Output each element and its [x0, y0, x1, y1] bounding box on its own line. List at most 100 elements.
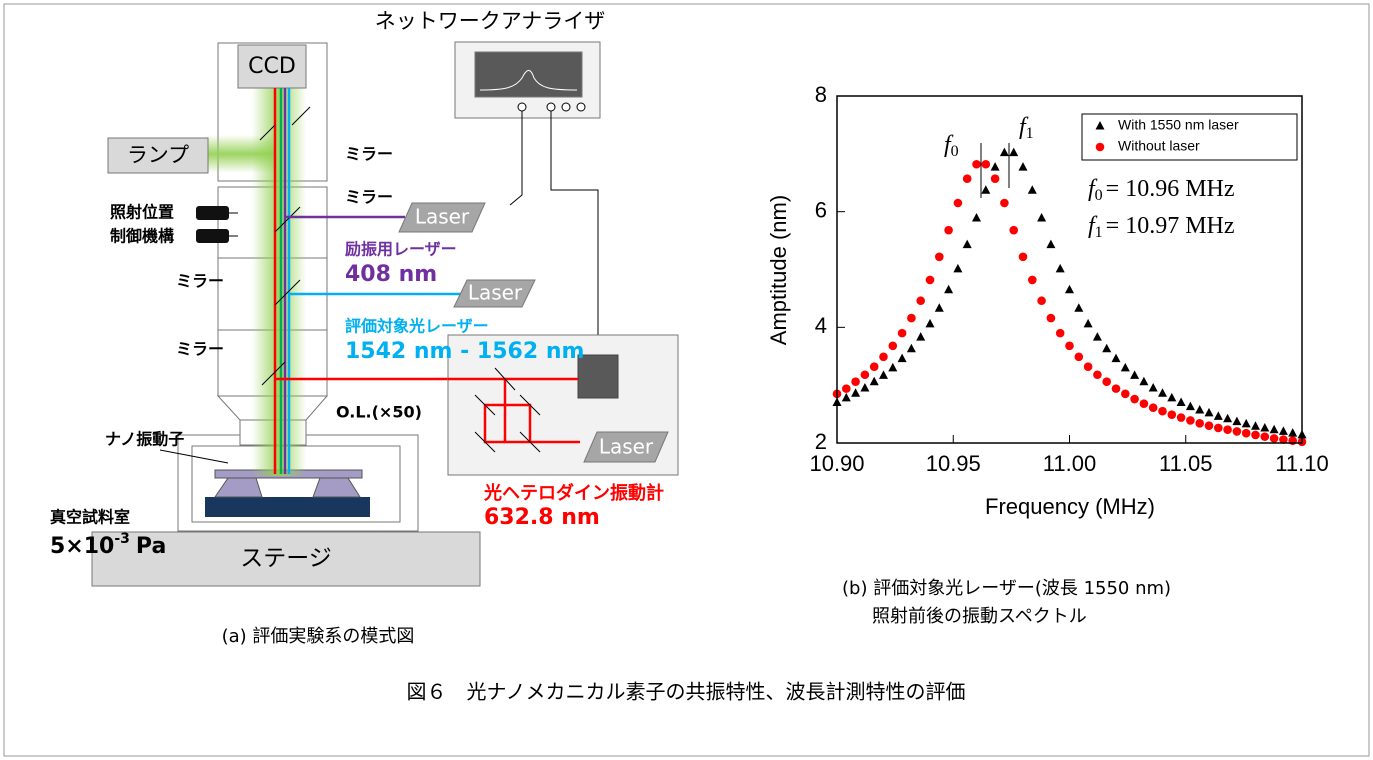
y-tick-label: 8 — [815, 82, 827, 107]
annotation-text: = 10.96 MHz — [1106, 176, 1235, 202]
marker-circle — [1037, 296, 1046, 305]
marker-triangle — [1112, 354, 1121, 363]
marker-triangle — [991, 162, 1000, 171]
annotation: f0= 10.96 MHz — [1088, 176, 1235, 204]
marker-triangle — [1046, 240, 1055, 249]
marker-triangle — [1214, 411, 1223, 420]
subscript: 1 — [1095, 224, 1103, 241]
legend-label: With 1550 nm laser — [1118, 117, 1239, 133]
marker-circle — [1112, 384, 1121, 393]
marker-circle — [954, 199, 963, 208]
marker-circle — [935, 252, 944, 261]
target-label: 評価対象光レーザー — [345, 317, 489, 336]
lamp-glow — [205, 135, 275, 173]
marker-triangle — [870, 377, 879, 386]
marker-triangle — [1000, 148, 1009, 157]
laser-label: Laser — [468, 281, 523, 305]
marker-circle — [1177, 413, 1186, 422]
control-label: 照射位置 — [110, 203, 174, 222]
marker-circle — [1270, 434, 1279, 443]
marker-circle — [870, 362, 879, 371]
laser-label: Laser — [415, 205, 470, 229]
marker-triangle — [1158, 388, 1167, 397]
analyzer-label: ネットワークアナライザ — [375, 9, 606, 33]
marker-triangle — [907, 344, 916, 353]
marker-circle — [982, 160, 991, 169]
marker-circle — [1065, 342, 1074, 351]
marker-triangle — [898, 354, 907, 363]
x-tick-label: 10.95 — [926, 451, 981, 476]
vibrometer-wavelength: 632.8 nm — [484, 505, 600, 530]
marker-circle — [1223, 425, 1232, 434]
marker-triangle — [1139, 377, 1148, 386]
marker-triangle — [1121, 363, 1130, 372]
x-tick-label: 11.05 — [1159, 451, 1212, 476]
marker-triangle — [1279, 426, 1288, 435]
marker-triangle — [1167, 393, 1176, 402]
laser-label: Laser — [599, 435, 654, 459]
control-label: 制御機構 — [110, 227, 174, 246]
marker-circle — [861, 370, 870, 379]
resonator-label: ナノ振動子 — [105, 430, 184, 449]
marker-triangle — [944, 285, 953, 294]
marker-circle — [991, 174, 1000, 183]
subscript: 0 — [951, 143, 959, 160]
marker-circle — [1261, 432, 1270, 441]
annotation: f1= 10.97 MHz — [1088, 213, 1235, 241]
marker-circle — [1019, 252, 1028, 261]
marker-triangle — [1242, 419, 1251, 428]
marker-circle — [916, 296, 925, 305]
cable — [551, 111, 598, 355]
target-wavelength: 1542 nm - 1562 nm — [345, 339, 584, 364]
marker-circle — [1056, 329, 1065, 338]
marker-circle — [1121, 390, 1130, 399]
marker-circle — [851, 377, 860, 386]
marker-triangle — [1205, 408, 1214, 417]
figure-caption: 図６ 光ナノメカニカル素子の共振特性、波長計測特性の評価 — [407, 680, 966, 704]
marker-circle — [879, 353, 888, 362]
port — [577, 103, 585, 111]
legend-marker — [1096, 143, 1105, 152]
marker-circle — [907, 314, 916, 323]
marker-triangle — [1102, 344, 1111, 353]
marker-triangle — [1065, 285, 1074, 294]
marker-triangle — [935, 303, 944, 312]
caption-a: (a) 評価実験系の模式図 — [222, 626, 415, 647]
marker-triangle — [1019, 162, 1028, 171]
page: CCD ネットワークアナライザ ランプ ミラー ミラー ミラー ミラー 照射位置… — [0, 0, 1373, 760]
caption-b: (b) 評価対象光レーザー(波長 1550 nm) — [842, 578, 1171, 599]
marker-triangle — [888, 363, 897, 372]
marker-circle — [1251, 431, 1260, 440]
marker-circle — [889, 342, 898, 351]
marker-triangle — [1084, 319, 1093, 328]
marker-circle — [1084, 362, 1093, 371]
pressure-base: 5×10 — [50, 534, 114, 559]
annotation-text: = 10.97 MHz — [1106, 213, 1235, 239]
marker-triangle — [1037, 213, 1046, 222]
actuator — [196, 229, 229, 243]
marker-circle — [1028, 276, 1037, 285]
cable — [510, 111, 522, 205]
port — [518, 103, 526, 111]
objective-label: O.L.(×50) — [336, 403, 422, 422]
marker-triangle — [1074, 303, 1083, 312]
pressure-unit: Pa — [136, 534, 166, 559]
marker-triangle — [1186, 402, 1195, 411]
chamber-label: 真空試料室 — [50, 508, 130, 527]
marker-triangle — [842, 393, 851, 402]
marker-circle — [944, 226, 953, 235]
marker-circle — [842, 384, 851, 393]
y-tick-label: 4 — [815, 313, 827, 338]
port — [547, 103, 555, 111]
ccd-label: CCD — [248, 54, 296, 79]
marker-circle — [1149, 403, 1158, 412]
marker-circle — [1242, 429, 1251, 438]
marker-circle — [963, 174, 972, 183]
stage-label: ステージ — [240, 546, 332, 572]
mirror-label: ミラー — [176, 272, 224, 291]
vibrometer-label: 光ヘテロダイン振動計 — [483, 482, 664, 504]
x-axis-label: Frequency (MHz) — [985, 494, 1155, 519]
marker-triangle — [1260, 423, 1269, 432]
y-tick-label: 6 — [815, 197, 827, 222]
marker-circle — [1205, 421, 1214, 430]
